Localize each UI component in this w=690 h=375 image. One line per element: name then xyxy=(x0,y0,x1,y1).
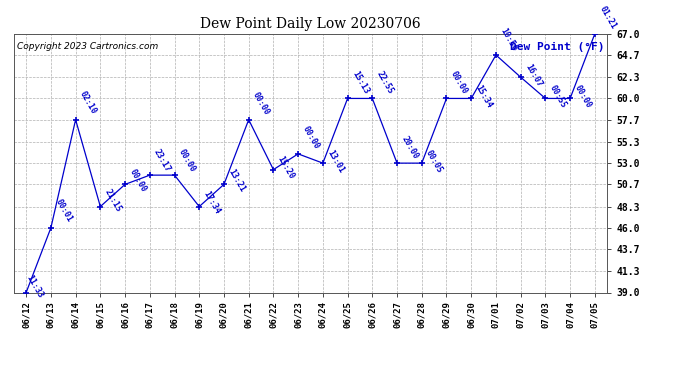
Text: 00:00: 00:00 xyxy=(128,168,148,194)
Text: 00:00: 00:00 xyxy=(177,147,197,173)
Title: Dew Point Daily Low 20230706: Dew Point Daily Low 20230706 xyxy=(200,17,421,31)
Text: 20:00: 20:00 xyxy=(400,134,420,160)
Text: 00:00: 00:00 xyxy=(573,83,593,110)
Text: 01:21: 01:21 xyxy=(598,5,618,31)
Text: 11:33: 11:33 xyxy=(25,274,46,300)
Text: Copyright 2023 Cartronics.com: Copyright 2023 Cartronics.com xyxy=(17,42,158,51)
Text: 00:01: 00:01 xyxy=(53,198,74,224)
Text: 00:00: 00:00 xyxy=(301,125,321,151)
Text: 13:01: 13:01 xyxy=(326,148,346,174)
Text: 15:34: 15:34 xyxy=(474,83,494,110)
Text: 23:17: 23:17 xyxy=(152,147,172,173)
Text: 13:21: 13:21 xyxy=(226,168,247,194)
Text: 02:10: 02:10 xyxy=(78,90,99,116)
Text: 15:20: 15:20 xyxy=(276,154,296,181)
Text: 22:55: 22:55 xyxy=(375,69,395,96)
Text: 15:13: 15:13 xyxy=(350,69,371,96)
Text: 00:05: 00:05 xyxy=(424,148,444,174)
Text: 17:34: 17:34 xyxy=(201,190,222,216)
Text: 16:07: 16:07 xyxy=(523,62,544,88)
Text: 10:56: 10:56 xyxy=(498,26,519,52)
Text: 00:55: 00:55 xyxy=(548,83,568,110)
Text: 00:00: 00:00 xyxy=(449,69,469,96)
Text: 00:00: 00:00 xyxy=(251,91,271,117)
Text: Dew Point (°F): Dew Point (°F) xyxy=(510,42,604,51)
Text: 21:15: 21:15 xyxy=(103,188,123,214)
